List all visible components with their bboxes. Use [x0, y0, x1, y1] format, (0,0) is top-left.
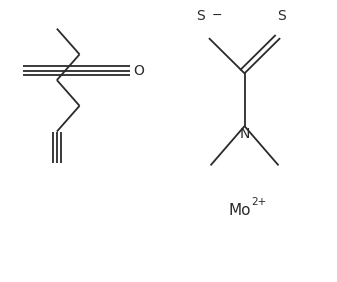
Text: S: S [196, 9, 205, 23]
Text: Mo: Mo [228, 202, 251, 217]
Text: N: N [239, 127, 250, 142]
Text: O: O [133, 64, 144, 78]
Text: S: S [277, 9, 286, 23]
Text: −: − [212, 9, 223, 22]
Text: 2+: 2+ [251, 197, 266, 207]
